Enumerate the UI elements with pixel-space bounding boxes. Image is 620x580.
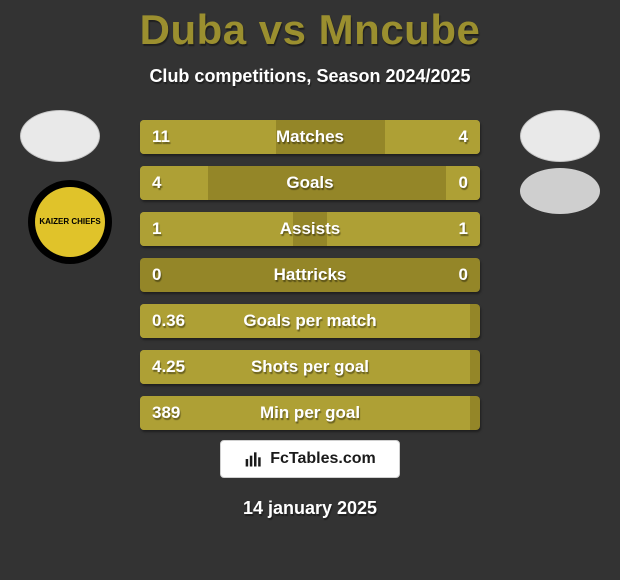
row-label: Matches xyxy=(140,120,480,154)
value-right: 1 xyxy=(459,212,468,246)
player-right-headshot xyxy=(520,110,600,162)
comparison-row: 4Goals0 xyxy=(140,166,480,200)
player-left-headshot xyxy=(20,110,100,162)
comparison-rows: 11Matches44Goals01Assists10Hattricks00.3… xyxy=(140,120,480,442)
club-badge-left: KAIZER CHIEFS xyxy=(28,180,112,264)
value-right: 4 xyxy=(459,120,468,154)
comparison-row: 4.25Shots per goal xyxy=(140,350,480,384)
row-label: Goals per match xyxy=(140,304,480,338)
row-label: Shots per goal xyxy=(140,350,480,384)
comparison-row: 11Matches4 xyxy=(140,120,480,154)
club-badge-right xyxy=(520,168,600,214)
page-title: Duba vs Mncube xyxy=(0,0,620,54)
comparison-row: 0.36Goals per match xyxy=(140,304,480,338)
chart-icon xyxy=(244,449,264,469)
brand-label: FcTables.com xyxy=(270,450,376,468)
row-label: Min per goal xyxy=(140,396,480,430)
value-right: 0 xyxy=(459,166,468,200)
comparison-row: 0Hattricks0 xyxy=(140,258,480,292)
page-date: 14 january 2025 xyxy=(0,498,620,519)
comparison-row: 1Assists1 xyxy=(140,212,480,246)
page-subtitle: Club competitions, Season 2024/2025 xyxy=(0,66,620,87)
club-badge-label: KAIZER CHIEFS xyxy=(35,187,105,257)
comparison-row: 389Min per goal xyxy=(140,396,480,430)
value-right: 0 xyxy=(459,258,468,292)
row-label: Assists xyxy=(140,212,480,246)
row-label: Goals xyxy=(140,166,480,200)
brand-badge: FcTables.com xyxy=(220,440,400,478)
row-label: Hattricks xyxy=(140,258,480,292)
